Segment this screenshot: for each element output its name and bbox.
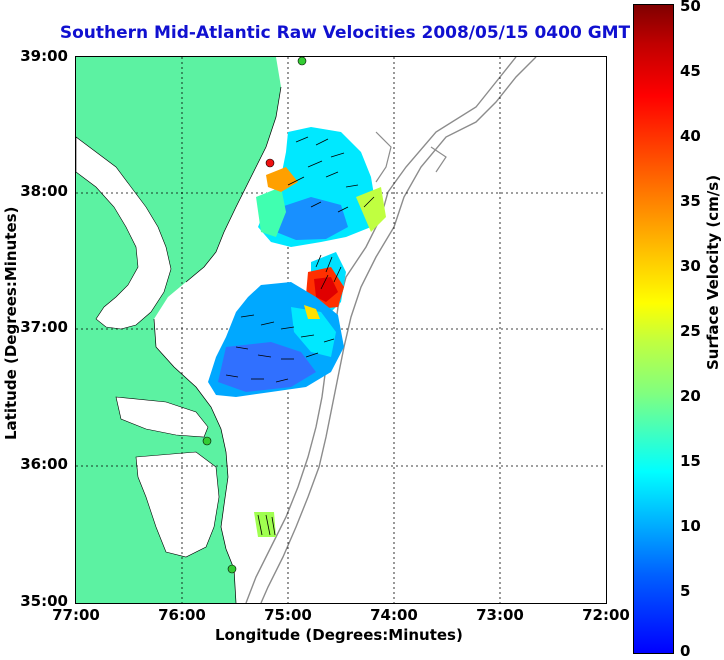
x-tick-label: 72:00 [582,606,630,624]
radar-stations [202,57,307,574]
colorbar-label: Surface Velocity (cm/s) [704,174,722,370]
chesapeake-bay [76,136,172,330]
velocity-patch-far-south [254,512,276,537]
y-tick-label: 36:00 [20,455,68,473]
x-tick-label: 73:00 [476,606,524,624]
colorbar-tick: 50 [680,0,701,15]
y-tick-label: 35:00 [20,592,68,610]
radar-station-marker [227,564,237,574]
x-tick-label: 75:00 [264,606,312,624]
map-plot-area[interactable] [75,56,607,604]
albemarle-sound [115,396,209,438]
x-tick-label: 77:00 [52,606,100,624]
lower-coast [153,318,237,603]
y-axis-label: Latitude (Degrees:Minutes) [2,206,20,440]
y-tick-label: 37:00 [20,318,68,336]
colorbar-tick: 25 [680,322,701,340]
x-tick-label: 74:00 [370,606,418,624]
map-title: Southern Mid-Atlantic Raw Velocities 200… [59,23,631,43]
colorbar-tick: 15 [680,452,701,470]
x-axis-label: Longitude (Degrees:Minutes) [215,626,463,644]
velocity-patch-north [256,127,386,247]
radar-station-marker [265,158,275,168]
bathymetry-contour-3 [375,131,447,183]
colorbar-tick: 10 [680,517,701,535]
y-tick-label: 38:00 [20,182,68,200]
velocity-arrows [225,136,375,536]
colorbar [633,4,674,654]
y-tick-label: 39:00 [20,47,68,65]
colorbar-tick: 30 [680,257,701,275]
colorbar-tick: 40 [680,127,701,145]
radar-station-marker [297,57,307,66]
bathymetry-contour-2 [260,57,537,603]
map-canvas [76,57,606,603]
colorbar-tick: 45 [680,62,701,80]
colorbar-tick: 35 [680,192,701,210]
radar-station-marker [202,436,212,446]
delmarva-coast [185,86,282,283]
velocity-patch-south [208,282,344,397]
x-tick-label: 76:00 [158,606,206,624]
pamlico-sound [135,451,220,558]
colorbar-tick: 0 [680,642,691,660]
colorbar-tick: 5 [680,582,691,600]
colorbar-tick: 20 [680,387,701,405]
